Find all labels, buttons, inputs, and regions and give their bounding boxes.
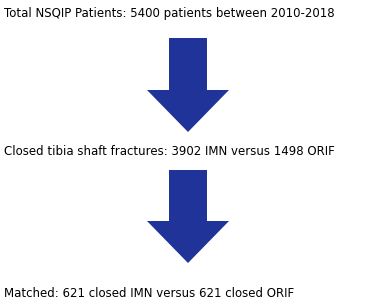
Text: Closed tibia shaft fractures: 3902 IMN versus 1498 ORIF: Closed tibia shaft fractures: 3902 IMN v…	[4, 145, 335, 158]
Polygon shape	[147, 38, 229, 132]
Text: Total NSQIP Patients: 5400 patients between 2010-2018: Total NSQIP Patients: 5400 patients betw…	[4, 7, 335, 20]
Polygon shape	[147, 170, 229, 263]
Text: Matched: 621 closed IMN versus 621 closed ORIF: Matched: 621 closed IMN versus 621 close…	[4, 287, 294, 300]
